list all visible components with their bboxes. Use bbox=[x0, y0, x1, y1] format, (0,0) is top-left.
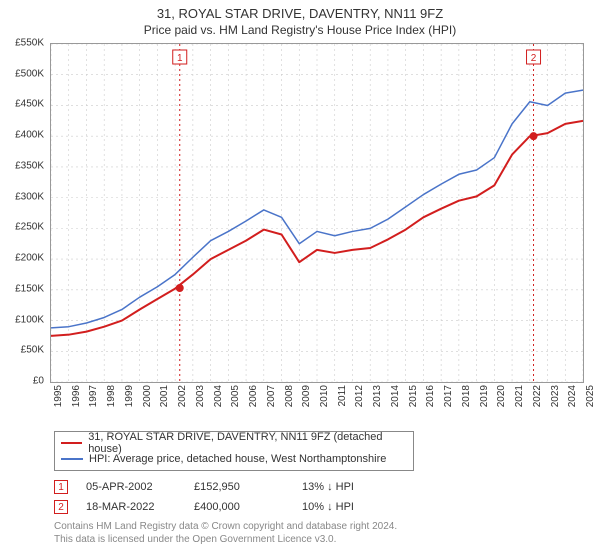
legend: 31, ROYAL STAR DRIVE, DAVENTRY, NN11 9FZ… bbox=[54, 431, 414, 471]
x-tick-label: 2001 bbox=[159, 385, 170, 407]
x-tick-label: 2011 bbox=[337, 385, 348, 407]
x-tick-label: 2023 bbox=[550, 385, 561, 407]
x-tick-label: 2019 bbox=[479, 385, 490, 407]
y-tick-label: £300K bbox=[15, 191, 44, 202]
x-tick-label: 1998 bbox=[106, 385, 117, 407]
event-date: 18-MAR-2022 bbox=[86, 501, 176, 513]
x-tick-label: 2017 bbox=[443, 385, 454, 407]
y-tick-label: £200K bbox=[15, 253, 44, 264]
event-marker-box: 2 bbox=[54, 500, 68, 514]
event-table: 1 05-APR-2002 £152,950 13% ↓ HPI 2 18-MAR-202… bbox=[54, 477, 590, 517]
x-tick-label: 2005 bbox=[230, 385, 241, 407]
event-delta: 13% ↓ HPI bbox=[302, 481, 392, 493]
event-marker-box: 1 bbox=[54, 480, 68, 494]
plot-region: 12 bbox=[50, 43, 584, 383]
svg-text:2: 2 bbox=[531, 53, 537, 64]
footer-line-2: This data is licensed under the Open Gov… bbox=[54, 534, 590, 547]
x-tick-label: 2018 bbox=[461, 385, 472, 407]
event-price: £400,000 bbox=[194, 501, 284, 513]
x-tick-label: 1996 bbox=[71, 385, 82, 407]
x-axis-labels: 1995199619971998199920002001200220032004… bbox=[50, 383, 584, 403]
x-tick-label: 2020 bbox=[496, 385, 507, 407]
x-tick-label: 2009 bbox=[301, 385, 312, 407]
x-tick-label: 2003 bbox=[195, 385, 206, 407]
x-tick-label: 2004 bbox=[213, 385, 224, 407]
event-date: 05-APR-2002 bbox=[86, 481, 176, 493]
y-axis-labels: £0£50K£100K£150K£200K£250K£300K£350K£400… bbox=[8, 43, 48, 383]
x-tick-label: 2016 bbox=[425, 385, 436, 407]
x-tick-label: 2010 bbox=[319, 385, 330, 407]
y-tick-label: £450K bbox=[15, 99, 44, 110]
event-row: 1 05-APR-2002 £152,950 13% ↓ HPI bbox=[54, 477, 590, 497]
y-tick-label: £100K bbox=[15, 314, 44, 325]
title-line-1: 31, ROYAL STAR DRIVE, DAVENTRY, NN11 9FZ bbox=[10, 6, 590, 21]
x-tick-label: 2024 bbox=[567, 385, 578, 407]
y-tick-label: £550K bbox=[15, 38, 44, 49]
y-tick-label: £50K bbox=[21, 345, 44, 356]
x-tick-label: 2008 bbox=[284, 385, 295, 407]
x-tick-label: 2007 bbox=[266, 385, 277, 407]
x-tick-label: 2015 bbox=[408, 385, 419, 407]
y-tick-label: £400K bbox=[15, 130, 44, 141]
legend-item: HPI: Average price, detached house, West… bbox=[61, 451, 407, 467]
x-tick-label: 2002 bbox=[177, 385, 188, 407]
y-tick-label: £150K bbox=[15, 283, 44, 294]
x-tick-label: 2000 bbox=[142, 385, 153, 407]
x-tick-label: 2014 bbox=[390, 385, 401, 407]
y-tick-label: £500K bbox=[15, 68, 44, 79]
x-tick-label: 2006 bbox=[248, 385, 259, 407]
chart-area: £0£50K£100K£150K£200K£250K£300K£350K£400… bbox=[50, 43, 584, 403]
legend-label: 31, ROYAL STAR DRIVE, DAVENTRY, NN11 9FZ… bbox=[88, 431, 407, 455]
legend-swatch bbox=[61, 442, 82, 444]
y-tick-label: £350K bbox=[15, 160, 44, 171]
y-tick-label: £250K bbox=[15, 222, 44, 233]
legend-swatch bbox=[61, 458, 83, 460]
x-tick-label: 2012 bbox=[354, 385, 365, 407]
x-tick-label: 2013 bbox=[372, 385, 383, 407]
legend-item: 31, ROYAL STAR DRIVE, DAVENTRY, NN11 9FZ… bbox=[61, 435, 407, 451]
footer-line-1: Contains HM Land Registry data © Crown c… bbox=[54, 521, 590, 534]
event-row: 2 18-MAR-2022 £400,000 10% ↓ HPI bbox=[54, 497, 590, 517]
x-tick-label: 2025 bbox=[585, 385, 596, 407]
x-tick-label: 2022 bbox=[532, 385, 543, 407]
svg-text:1: 1 bbox=[177, 53, 183, 64]
x-tick-label: 1995 bbox=[53, 385, 64, 407]
footer-attribution: Contains HM Land Registry data © Crown c… bbox=[54, 521, 590, 546]
chart-title-block: 31, ROYAL STAR DRIVE, DAVENTRY, NN11 9FZ… bbox=[10, 6, 590, 37]
title-line-2: Price paid vs. HM Land Registry's House … bbox=[10, 23, 590, 37]
legend-label: HPI: Average price, detached house, West… bbox=[89, 453, 386, 465]
x-tick-label: 2021 bbox=[514, 385, 525, 407]
y-tick-label: £0 bbox=[33, 376, 44, 387]
x-tick-label: 1999 bbox=[124, 385, 135, 407]
event-delta: 10% ↓ HPI bbox=[302, 501, 392, 513]
x-tick-label: 1997 bbox=[88, 385, 99, 407]
event-price: £152,950 bbox=[194, 481, 284, 493]
